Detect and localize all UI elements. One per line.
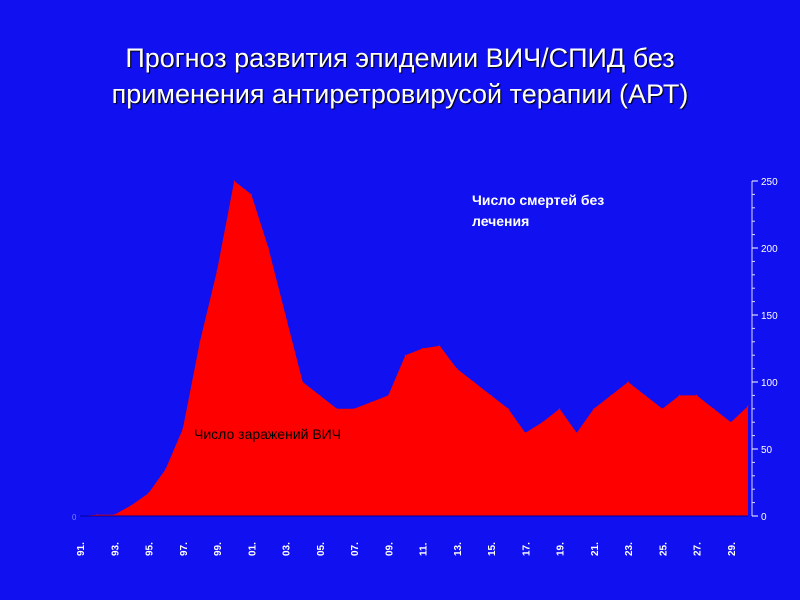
data-point — [678, 394, 681, 396]
data-point — [250, 193, 252, 195]
x-tick-label: 05. — [316, 542, 327, 556]
data-point — [130, 504, 132, 506]
data-point — [387, 394, 389, 396]
y-tick-label: 0 — [761, 512, 767, 523]
x-tick-label: 97. — [179, 542, 190, 556]
data-point — [661, 408, 664, 410]
y-axis: 250 200 150 100 50 0 0 — [72, 177, 778, 523]
x-tick-label: 99. — [213, 542, 224, 556]
data-point — [284, 314, 287, 316]
area-layer — [79, 180, 749, 517]
title-line-1: Прогноз развития эпидемии ВИЧ/СПИД без — [125, 43, 675, 73]
title-line-2: применения антиретровирусой терапии (АРТ… — [111, 79, 689, 109]
y-tick-label: 100 — [761, 378, 778, 389]
data-point — [456, 368, 458, 370]
y-tick-label: 250 — [761, 177, 778, 188]
data-point — [490, 394, 492, 396]
data-point — [747, 405, 749, 407]
x-tick-label: 19. — [556, 542, 567, 556]
x-axis: 91. 93. 95. 97. 99. 01. 03. 05. 07. 09. 11. 13. 15. 1… — [76, 542, 738, 556]
data-point — [507, 408, 509, 410]
data-point — [422, 347, 424, 350]
data-point — [473, 381, 475, 383]
x-tick-label: 09. — [384, 542, 395, 556]
x-tick-label: 03. — [282, 542, 293, 556]
x-tick-label: 27. — [693, 542, 704, 556]
data-point — [627, 381, 629, 383]
data-point — [576, 432, 578, 434]
data-point — [730, 421, 732, 423]
x-tick-label: 95. — [145, 542, 156, 556]
y-tick-label: 50 — [761, 445, 773, 456]
data-point — [696, 394, 698, 396]
data-point — [165, 468, 167, 470]
x-tick-label: 91. — [76, 542, 87, 556]
x-tick-label: 93. — [110, 542, 121, 556]
data-point — [319, 394, 321, 396]
data-point — [644, 394, 646, 396]
x-tick-label: 25. — [658, 542, 669, 556]
data-point — [113, 514, 115, 516]
data-point — [541, 421, 544, 423]
slide-title: Прогноз развития эпидемии ВИЧ/СПИД без п… — [0, 40, 800, 112]
data-point — [336, 408, 338, 410]
y-tick-label: 200 — [761, 244, 778, 255]
data-point — [713, 408, 715, 410]
data-point — [559, 408, 561, 410]
y-tick-label: 150 — [761, 311, 778, 322]
data-point — [439, 345, 441, 347]
data-point — [302, 381, 304, 383]
data-point — [147, 492, 150, 494]
data-point — [216, 270, 218, 272]
data-point — [353, 408, 355, 410]
x-tick-label: 11. — [419, 542, 430, 556]
data-point — [233, 180, 235, 182]
data-point — [199, 341, 201, 343]
data-point — [267, 247, 269, 249]
data-point — [610, 394, 612, 396]
annotation-infections: Число заражений ВИЧ — [194, 426, 342, 442]
data-point — [370, 401, 372, 403]
data-point — [593, 408, 595, 410]
x-tick-label: 29. — [727, 542, 738, 556]
x-tick-label: 21. — [590, 542, 601, 556]
data-point — [96, 514, 98, 516]
data-point — [524, 432, 526, 434]
data-point — [182, 428, 184, 430]
x-tick-label: 13. — [453, 542, 464, 556]
origin-label: 0 — [72, 513, 77, 522]
data-point — [404, 354, 406, 356]
x-tick-label: 01. — [247, 542, 258, 556]
x-tick-label: 15. — [487, 542, 498, 556]
area-series-0 — [80, 181, 748, 516]
x-tick-label: 23. — [624, 542, 635, 556]
x-tick-label: 07. — [350, 542, 361, 556]
annotation-deaths: Число смертей без лечения — [472, 192, 605, 229]
x-tick-label: 17. — [521, 542, 532, 556]
